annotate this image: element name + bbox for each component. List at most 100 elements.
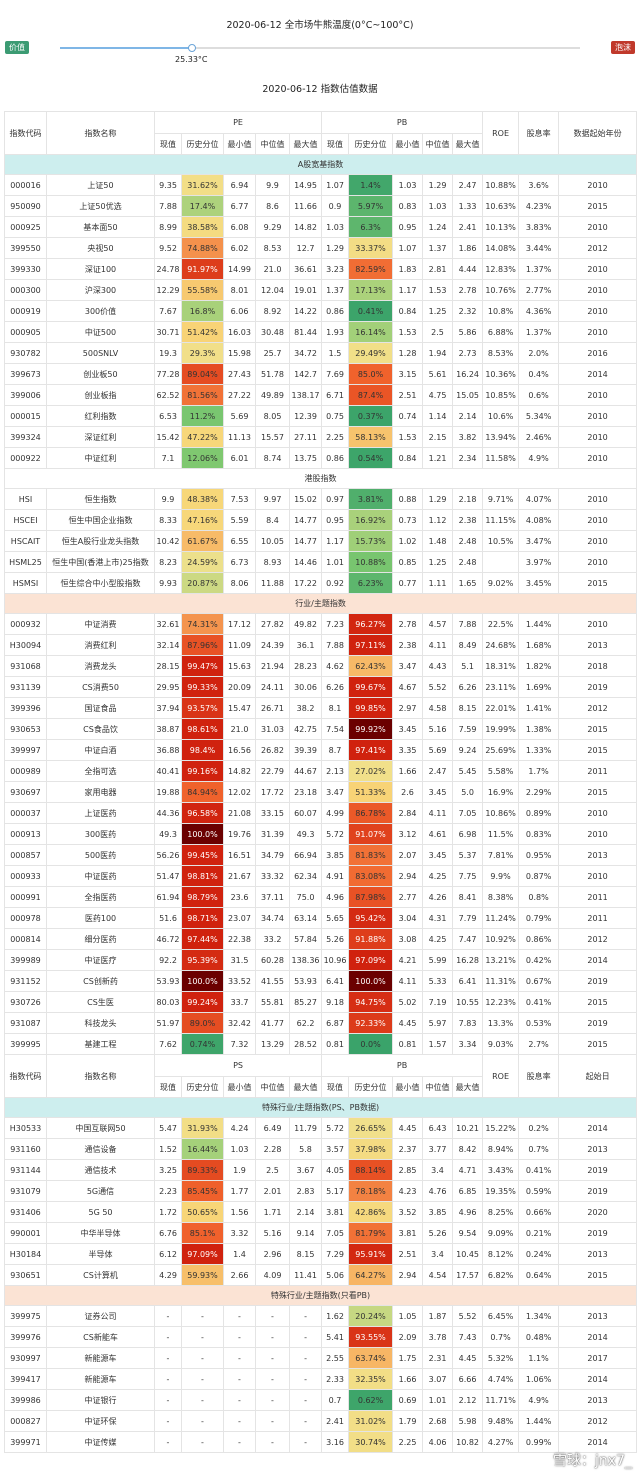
table-cell: 2.96	[255, 1243, 290, 1265]
table-cell: 6.02	[223, 237, 256, 259]
table-cell: 0.87%	[518, 865, 560, 887]
section-title: 行业/主题指数	[3, 593, 638, 614]
table-cell: 1.94	[422, 342, 454, 364]
table-cell: 7.81%	[482, 844, 520, 866]
table-cell: 8.93	[255, 551, 290, 573]
table-cell: 2.77	[392, 886, 424, 908]
header-cell: 指数代码	[4, 111, 47, 155]
table-cell: 3.04	[392, 907, 424, 929]
table-cell: 3.67	[288, 1159, 323, 1181]
table-cell: 1.01	[321, 551, 350, 573]
table-cell: H30184	[4, 1243, 47, 1265]
table-cell: -	[223, 1326, 256, 1348]
section-title: A股宽基指数	[3, 154, 638, 175]
table-cell: 9.9	[255, 174, 290, 196]
table-cell: 6.76	[154, 1222, 182, 1244]
table-row: HSI 恒生指数 9.9 48.38% 7.53 9.97 15.02 0.97 3.81% 0.…	[4, 488, 638, 510]
table-cell: 0.85	[392, 551, 424, 573]
table-cell: 21.0	[255, 258, 290, 280]
table-cell: 930726	[4, 991, 47, 1013]
table-cell: 3.08	[392, 928, 424, 950]
table-cell: 98.79%	[181, 886, 224, 908]
table-cell: 399997	[4, 739, 47, 761]
table-cell: 2.09	[392, 1326, 424, 1348]
table-cell: 11.66	[288, 195, 323, 217]
table-cell: 9.09%	[482, 1222, 520, 1244]
table-cell: 红利指数	[46, 405, 155, 427]
table-title: 2020-06-12 指数估值数据	[262, 84, 378, 95]
table-cell: 3.25	[154, 1159, 182, 1181]
table-cell: HSCEI	[4, 509, 47, 531]
table-cell: 6.98	[452, 823, 484, 845]
table-cell: 2.66	[223, 1264, 256, 1286]
table-cell: 2016	[558, 342, 638, 364]
table-cell: 15.22%	[482, 1117, 520, 1139]
table-cell: 0.74%	[181, 1033, 224, 1055]
table-cell: 5.72	[321, 1117, 350, 1139]
table-cell: 0.2%	[518, 1117, 560, 1139]
bubble-badge: 泡沫	[611, 41, 635, 54]
table-cell: 0.37%	[348, 405, 394, 427]
table-cell: 4.75	[422, 384, 454, 406]
table-row: 000857 500医药 56.26 99.45% 16.51 34.79 66.94 3.8…	[4, 844, 638, 866]
table-cell: 0.42%	[518, 949, 560, 971]
table-cell: 27.43	[223, 363, 256, 385]
table-row: 000037 上证医药 44.36 96.58% 21.08 33.15 60.07 4.99…	[4, 802, 638, 824]
table-cell: 1.86	[452, 237, 484, 259]
header-cell: 数据起始年份	[558, 111, 638, 155]
sub-header-cell: 历史分位	[181, 133, 224, 155]
table-cell: 11.79	[288, 1117, 323, 1139]
table-cell: 3.81	[321, 1201, 350, 1223]
table-cell: 16.44%	[181, 1138, 224, 1160]
table-cell: 12.06%	[181, 447, 224, 469]
table-cell: 5.86	[452, 321, 484, 343]
table-cell: 931160	[4, 1138, 47, 1160]
table-cell: 4.91	[321, 865, 350, 887]
table-cell: -	[181, 1410, 224, 1432]
table-cell: 中证环保	[46, 1410, 155, 1432]
table-cell: 99.47%	[181, 655, 224, 677]
table-cell: 19.01	[288, 279, 323, 301]
table-cell: 000814	[4, 928, 47, 950]
table-row: HSML25 恒生中国(香港上市)25指数 8.23 24.59% 6.73 8.93 14…	[4, 551, 638, 573]
table-cell: 61.67%	[181, 530, 224, 552]
table-cell: 14.99	[223, 258, 256, 280]
table-cell: 27.11	[288, 426, 323, 448]
table-cell: 17.4%	[181, 195, 224, 217]
table-cell: 通信设备	[46, 1138, 155, 1160]
table-row: 930726 CS生医 80.03 99.24% 33.7 55.81 85.27 9.18 9…	[4, 991, 638, 1013]
table-cell: 9.18	[321, 991, 350, 1013]
table-cell: 24.59%	[181, 551, 224, 573]
table-cell: 20.87%	[181, 572, 224, 594]
table-row: 399976 CS新能车 - - - - -5.41 93.55% 2.09 3.78 7.43 0.…	[4, 1326, 638, 1348]
table-cell: 51.42%	[181, 321, 224, 343]
table-cell: 7.79	[452, 907, 484, 929]
table-cell: 3.83%	[518, 216, 560, 238]
table-cell: 16.56	[223, 739, 256, 761]
table-cell: 399971	[4, 1431, 47, 1453]
table-cell: 15.05	[452, 384, 484, 406]
table-cell: 4.11	[392, 970, 424, 992]
table-cell: 0.97	[321, 488, 350, 510]
table-cell: 1.03	[223, 1138, 256, 1160]
section-title: 港股指数	[3, 468, 638, 489]
table-cell: 25.69%	[482, 739, 520, 761]
table-cell: 1.93	[321, 321, 350, 343]
table-cell: 中证白酒	[46, 739, 155, 761]
table-cell: 0.48%	[518, 1326, 560, 1348]
table-cell: 000913	[4, 823, 47, 845]
table-row: 399324 深证红利 15.42 47.22% 11.13 15.57 27.11 2.25…	[4, 426, 638, 448]
table-cell: -	[255, 1410, 290, 1432]
table-cell: 11.5%	[482, 823, 520, 845]
table-cell: 2.51	[392, 1243, 424, 1265]
table-cell: 10.21	[452, 1117, 484, 1139]
table-cell: 9.14	[288, 1222, 323, 1244]
table-cell: 1.33	[452, 195, 484, 217]
table-cell: 99.33%	[181, 676, 224, 698]
table-cell: 89.04%	[181, 363, 224, 385]
table-cell: 9.9%	[482, 865, 520, 887]
table-cell: 28.23	[288, 655, 323, 677]
table-cell: 44.67	[288, 760, 323, 782]
table-cell: 3.15	[392, 363, 424, 385]
table-cell: 83.08%	[348, 865, 394, 887]
